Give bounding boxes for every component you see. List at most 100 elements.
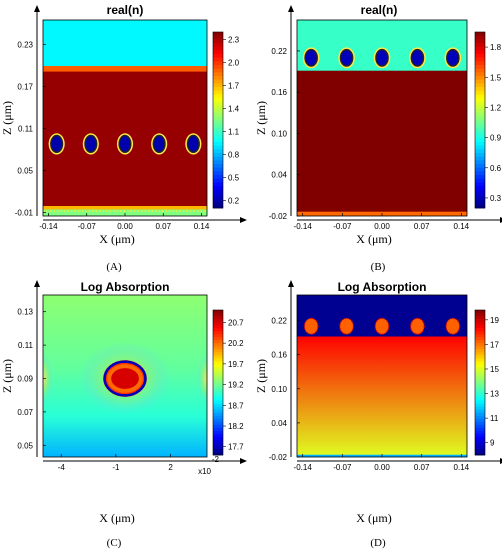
- colorbar-swatch: [475, 109, 485, 114]
- colorbar-swatch: [475, 138, 485, 143]
- y-axis-arrow: [288, 5, 294, 12]
- colorbar-swatch: [475, 316, 485, 320]
- colorbar-swatch: [475, 328, 485, 332]
- colorbar-swatch: [475, 433, 485, 438]
- y-tick-label: 0.05: [17, 167, 33, 176]
- x-tick-label: 0.00: [374, 222, 390, 231]
- y-axis-arrow: [34, 280, 40, 287]
- colorbar-swatch: [213, 331, 223, 335]
- colorbar-swatch: [475, 364, 485, 368]
- colorbar-swatch: [213, 325, 223, 329]
- colorbar-swatch: [475, 421, 485, 426]
- colorbar-swatch: [213, 186, 223, 191]
- colorbar-swatch: [475, 352, 485, 356]
- colorbar-swatch: [475, 412, 485, 417]
- colorbar-swatch: [475, 46, 485, 51]
- colorbar-swatch: [213, 385, 223, 389]
- colorbar-swatch: [213, 379, 223, 383]
- x-axis-label: X (μm): [356, 232, 391, 246]
- colorbar-swatch: [213, 343, 223, 347]
- colorbar-swatch: [475, 175, 485, 180]
- neighbor-halo-right: [197, 352, 207, 405]
- colorbar-tick-label: 0.9: [490, 134, 502, 143]
- y-tick-label: 0.22: [271, 317, 287, 326]
- y-tick-label: 0.04: [271, 171, 287, 180]
- colorbar-swatch: [213, 412, 223, 417]
- colorbar-swatch: [213, 310, 223, 314]
- colorbar-swatch: [475, 448, 485, 453]
- y-tick-label: 0.11: [18, 341, 34, 350]
- particle: [447, 50, 459, 66]
- y-tick-label: -0.01: [15, 209, 34, 218]
- x-axis-label: X (μm): [99, 511, 134, 525]
- colorbar-swatch: [213, 448, 223, 453]
- colorbar-swatch: [213, 397, 223, 402]
- colorbar-swatch: [213, 364, 223, 368]
- colorbar-swatch: [475, 83, 485, 88]
- colorbar-tick-label: 1.5: [490, 73, 502, 82]
- colorbar-swatch: [475, 39, 485, 44]
- colorbar-swatch: [213, 123, 223, 128]
- colorbar-swatch: [213, 427, 223, 432]
- colorbar-swatch: [475, 439, 485, 444]
- colorbar-swatch: [213, 109, 223, 114]
- colorbar-swatch: [213, 57, 223, 62]
- colorbar-swatch: [213, 90, 223, 95]
- colorbar-frame: [474, 309, 486, 456]
- colorbar-frame: [212, 309, 224, 456]
- colorbar-swatch: [213, 68, 223, 73]
- colorbar-swatch: [213, 131, 223, 136]
- y-tick-label: 0.10: [271, 385, 287, 394]
- x-axis-label: X (μm): [356, 511, 391, 525]
- colorbar-swatch: [213, 418, 223, 423]
- y-tick-label: 0.05: [17, 441, 33, 450]
- colorbar-swatch: [213, 50, 223, 55]
- x-multiplier: x10: [198, 467, 211, 476]
- colorbar-swatch: [475, 349, 485, 353]
- colorbar-swatch: [475, 340, 485, 344]
- x-multiplier-exponent: -2: [212, 455, 220, 464]
- colorbar-swatch: [213, 409, 223, 414]
- colorbar-frame: [212, 31, 224, 209]
- colorbar-swatch: [213, 171, 223, 176]
- x-tick-label: -4: [58, 463, 66, 472]
- particle: [412, 50, 423, 66]
- colorbar-tick-label: 19.7: [228, 360, 244, 369]
- colorbar-swatch: [213, 424, 223, 429]
- colorbar-swatch: [475, 409, 485, 414]
- colorbar-swatch: [475, 98, 485, 103]
- colorbar-swatch: [475, 156, 485, 161]
- layer-1: [297, 70, 467, 212]
- colorbar-swatch: [213, 134, 223, 139]
- colorbar-swatch: [213, 39, 223, 44]
- particle: [119, 136, 131, 152]
- colorbar-swatch: [475, 43, 485, 48]
- colorbar-swatch: [213, 334, 223, 338]
- y-axis-arrow: [34, 5, 40, 12]
- y-tick-label: 0.13: [17, 308, 33, 317]
- y-tick-label: 0.16: [271, 351, 287, 360]
- colorbar-swatch: [213, 54, 223, 59]
- colorbar-swatch: [213, 153, 223, 158]
- colorbar-swatch: [475, 406, 485, 411]
- colorbar-swatch: [213, 433, 223, 438]
- colorbar-tick-label: 18.7: [228, 401, 244, 410]
- colorbar-swatch: [213, 79, 223, 84]
- colorbar-swatch: [213, 349, 223, 353]
- colorbar-frame: [474, 31, 486, 209]
- colorbar-swatch: [213, 355, 223, 359]
- colorbar-tick-label: 17: [490, 340, 499, 349]
- chart-title: Log Absorption: [338, 280, 427, 294]
- x-tick-label: -0.07: [333, 222, 352, 231]
- colorbar-swatch: [475, 322, 485, 326]
- particle: [85, 136, 96, 152]
- colorbar-tick-label: 9: [490, 439, 495, 448]
- colorbar-swatch: [213, 142, 223, 147]
- colorbar-swatch: [475, 105, 485, 110]
- colorbar-swatch: [475, 418, 485, 423]
- colorbar-swatch: [475, 32, 485, 37]
- particle: [305, 50, 317, 66]
- colorbar-swatch: [213, 105, 223, 110]
- y-axis-arrow: [288, 280, 294, 287]
